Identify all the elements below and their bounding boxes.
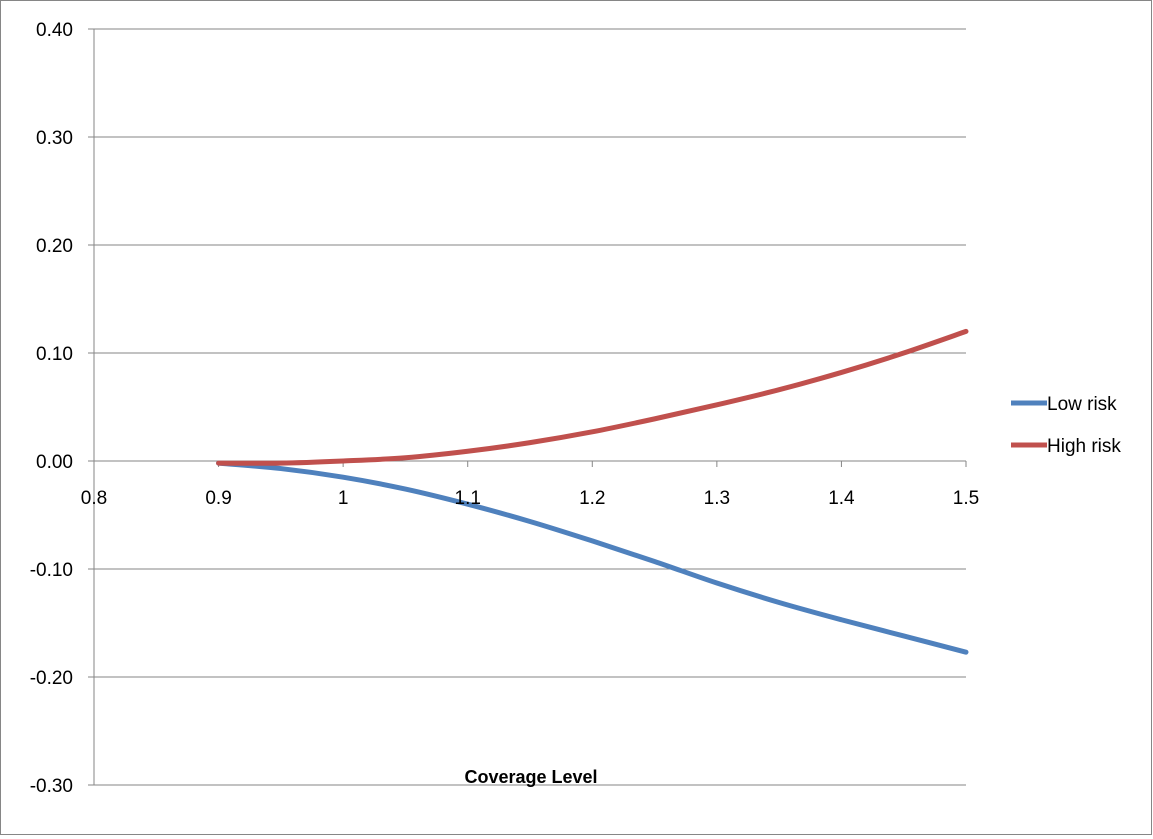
- x-tick-label: 1.4: [828, 488, 855, 509]
- series-lines: [216, 328, 969, 655]
- series-line-low-risk: [216, 460, 969, 655]
- series-line-high-risk: [216, 328, 969, 466]
- legend: Low risk High risk: [1011, 394, 1121, 457]
- x-tick-label: 0.8: [81, 488, 107, 509]
- y-tick-label: 0.20: [36, 236, 73, 257]
- x-tick-label: 1.1: [455, 488, 481, 509]
- legend-item-low-risk: Low risk: [1011, 394, 1117, 415]
- y-tick-label: -0.30: [30, 776, 73, 797]
- y-tick-label: 0.30: [36, 128, 73, 149]
- x-tick-labels: 0.8 0.9 1 1.1 1.2 1.3 1.4 1.5: [81, 488, 979, 509]
- y-tick-label: -0.20: [30, 668, 73, 689]
- x-tick-label: 1.3: [704, 488, 730, 509]
- axes: [88, 28, 967, 786]
- y-tick-label: 0.10: [36, 344, 73, 365]
- y-tick-label: -0.10: [30, 560, 73, 581]
- x-axis-title: Coverage Level: [464, 767, 597, 787]
- legend-item-high-risk: High risk: [1011, 436, 1121, 457]
- x-tick-label: 1: [338, 488, 349, 509]
- gridlines: [94, 28, 966, 786]
- legend-label: High risk: [1047, 436, 1121, 457]
- x-tick-label: 0.9: [205, 488, 231, 509]
- x-tick-label: 1.5: [953, 488, 979, 509]
- legend-label: Low risk: [1047, 394, 1117, 415]
- y-tick-label: 0.00: [36, 452, 73, 473]
- x-tick-label: 1.2: [579, 488, 605, 509]
- y-tick-labels: 0.40 0.30 0.20 0.10 0.00 -0.10 -0.20 -0.30: [30, 20, 73, 797]
- y-tick-label: 0.40: [36, 20, 73, 41]
